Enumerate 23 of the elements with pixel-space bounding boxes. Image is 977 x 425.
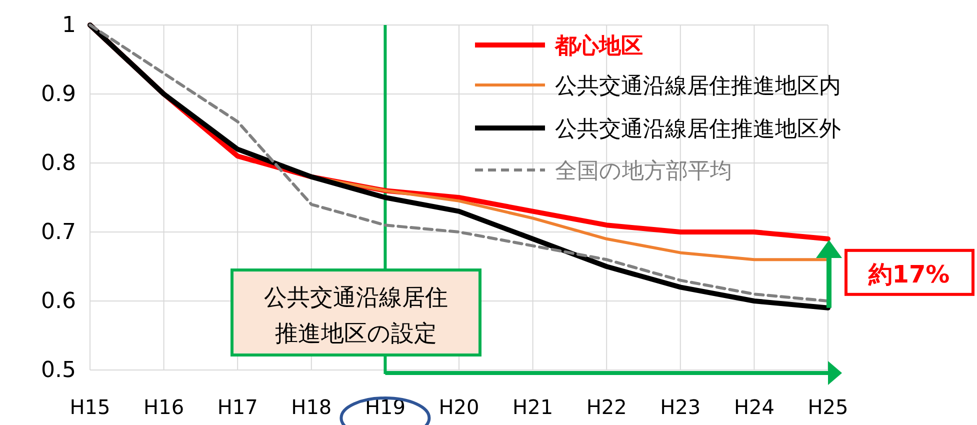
x-tick-label: H19 (364, 395, 406, 420)
x-tick-label: H17 (217, 395, 258, 420)
x-tick-label: H20 (438, 395, 480, 420)
x-tick-label: H24 (734, 395, 774, 420)
x-tick-label: H18 (291, 395, 332, 420)
y-tick-label: 0.7 (41, 220, 76, 246)
text: 約17% (867, 260, 950, 288)
y-tick-label: 0.6 (41, 289, 76, 314)
x-tick-label: H16 (144, 395, 184, 420)
x-tick-label: H21 (512, 395, 554, 420)
y-tick-label: 1 (62, 13, 76, 38)
x-tick-label: H25 (808, 395, 848, 420)
legend-label: 公共交通沿線居住推進地区内 (555, 74, 841, 99)
x-tick-label: H15 (70, 395, 110, 420)
y-tick-label: 0.5 (41, 358, 76, 384)
legend-label: 全国の地方部平均 (555, 159, 732, 184)
y-tick-label: 0.9 (41, 82, 76, 108)
x-tick-label: H23 (660, 395, 701, 420)
legend-label: 公共交通沿線居住推進地区外 (555, 117, 841, 142)
y-tick-label: 0.8 (41, 151, 76, 176)
x-tick-label: H22 (586, 395, 627, 420)
legend-label: 都心地区 (554, 33, 643, 59)
annotation: 公共交通沿線居住推進地区の設定 (264, 285, 448, 347)
